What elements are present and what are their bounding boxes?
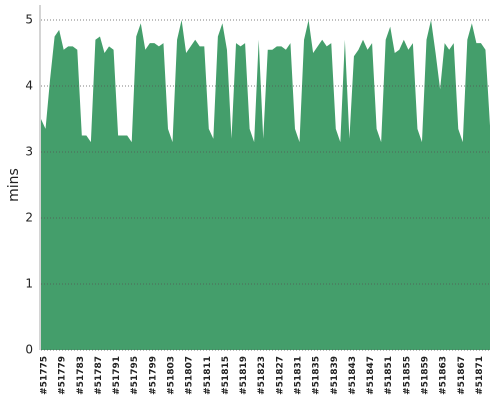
y-tick-label: 5 (25, 13, 33, 27)
y-tick-label: 1 (25, 277, 33, 291)
x-tick-label: #51787 (94, 356, 104, 395)
x-tick-label: #51775 (40, 356, 50, 395)
x-tick-label: #51867 (457, 356, 467, 395)
x-tick-label: #51835 (312, 356, 322, 395)
x-tick-label: #51799 (148, 356, 158, 395)
y-tick-label: 2 (25, 211, 33, 225)
x-tick-label: #51783 (76, 356, 86, 395)
y-tick-label: 4 (25, 79, 33, 93)
x-tick-label: #51827 (275, 356, 285, 395)
x-tick-label: #51855 (402, 356, 412, 395)
x-tick-label: #51815 (221, 356, 231, 395)
area (41, 20, 490, 350)
x-tick-label: #51863 (439, 356, 449, 395)
x-tick-label: #51839 (330, 356, 340, 395)
x-tick-label: #51803 (166, 356, 176, 395)
x-tick-label: #51807 (185, 356, 195, 395)
y-axis-label: mins (6, 168, 22, 202)
x-tick-label: #51819 (239, 356, 249, 395)
x-tick-label: #51795 (130, 356, 140, 395)
x-tick-label: #51779 (58, 356, 68, 395)
x-tick-label: #51831 (293, 356, 303, 395)
x-tick-label: #51811 (203, 356, 213, 395)
x-tick-label: #51843 (348, 356, 358, 395)
x-tick-label: #51823 (257, 356, 267, 395)
x-tick-label: #51859 (420, 356, 430, 395)
x-tick-label: #51791 (112, 356, 122, 395)
x-tick-label: #51847 (366, 356, 376, 395)
x-tick-label: #51851 (384, 356, 394, 395)
y-tick-label: 3 (25, 145, 33, 159)
x-tick-label: #51871 (475, 356, 485, 395)
y-tick-label: 0 (25, 343, 33, 357)
